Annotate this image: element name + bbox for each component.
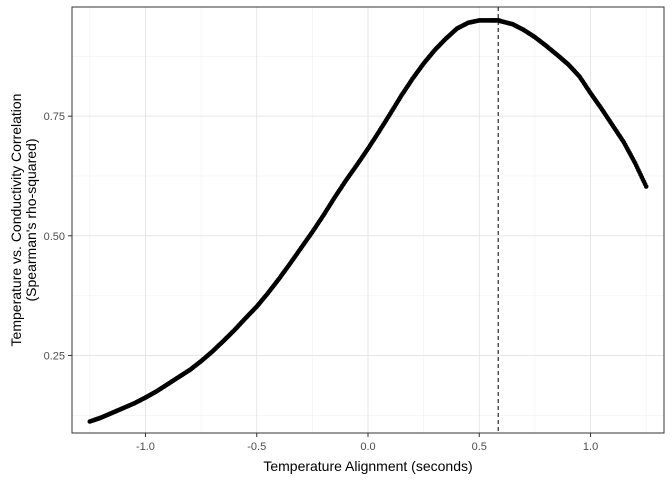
y-tick-label: 0.75 <box>44 111 65 123</box>
y-axis-title-line-2: (Spearman's rho-squared) <box>23 139 39 302</box>
y-tick-label: 0.25 <box>44 350 65 362</box>
x-tick-label: -0.5 <box>247 441 266 453</box>
y-tick-label: 0.50 <box>44 231 65 243</box>
x-tick-label: 0.5 <box>472 441 487 453</box>
x-tick-label: 1.0 <box>583 441 598 453</box>
x-tick-label: -1.0 <box>136 441 155 453</box>
data-points <box>87 18 649 424</box>
y-axis-title: Temperature vs. Conductivity Correlation… <box>8 94 39 347</box>
data-point <box>643 184 649 189</box>
x-axis: -1.0 -0.5 0.0 0.5 1.0 <box>136 433 598 453</box>
x-tick-label: 0.0 <box>360 441 375 453</box>
x-axis-title: Temperature Alignment (seconds) <box>263 458 472 474</box>
major-grid <box>72 7 664 433</box>
y-axis: 0.25 0.50 0.75 <box>44 111 72 362</box>
y-axis-title-line-1: Temperature vs. Conductivity Correlation <box>8 94 24 347</box>
